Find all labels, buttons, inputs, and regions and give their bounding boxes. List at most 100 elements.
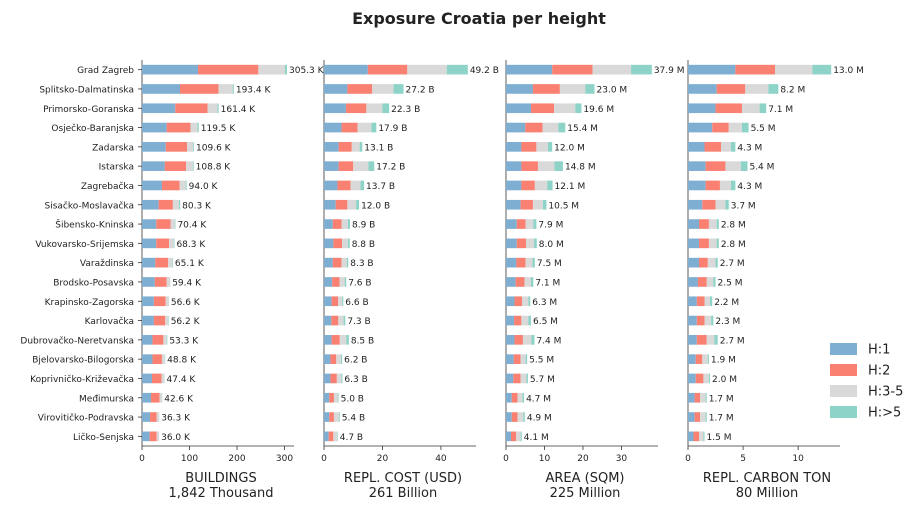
bar-segment — [520, 431, 522, 442]
bar-segment — [721, 142, 731, 152]
bar-segment — [351, 142, 360, 152]
bar-segment — [525, 122, 543, 133]
bar-segment — [525, 257, 533, 268]
bar-segment — [716, 219, 719, 229]
x-tick-label: 10 — [539, 454, 551, 464]
bar-segment — [528, 315, 532, 326]
bar-segment — [324, 315, 332, 326]
bar-segment — [347, 199, 357, 210]
bar-segment — [735, 64, 776, 75]
bar-total-label: 56.6 K — [171, 298, 201, 308]
bar-segment — [339, 277, 345, 287]
panel-4: 13.0 M 8.2 M 7.1 M 5.5 M 4.3 M 5.4 M 4.3 M 3.7 … — [685, 60, 864, 501]
x-tick-label: 0 — [321, 454, 327, 464]
bar-segment — [179, 180, 186, 191]
x-tick-label: 0 — [139, 454, 145, 464]
bar-segment — [179, 199, 181, 210]
bar-segment — [514, 335, 523, 345]
bar-segment — [142, 122, 167, 133]
x-tick-label: 5 — [740, 454, 746, 464]
bar-segment — [710, 296, 713, 307]
bar-segment — [688, 335, 697, 345]
bar-segment — [152, 354, 162, 364]
bar-total-label: 15.4 M — [567, 124, 598, 134]
category-label: Istarska — [99, 163, 134, 173]
bar-segment — [324, 354, 331, 364]
bar-segment — [324, 180, 338, 191]
bar-total-label: 4.7 B — [340, 433, 363, 443]
panel-1: 305.3 K 193.4 K 161.4 K 119.5 K 109.6 K 108.8… — [139, 60, 325, 501]
x-tick-label: 20 — [377, 454, 389, 464]
bar-total-label: 8.0 M — [539, 240, 564, 250]
bar-segment — [575, 103, 582, 114]
bar-segment — [728, 122, 742, 133]
bar-segment — [357, 122, 372, 133]
bar-segment — [725, 199, 729, 210]
bar-total-label: 7.1 M — [768, 105, 793, 115]
bar-segment — [705, 161, 726, 171]
bar-segment — [338, 315, 344, 326]
bar-segment — [585, 84, 595, 94]
category-label: Dubrovačko-Neretvanska — [20, 335, 134, 346]
bar-total-label: 4.7 M — [526, 394, 551, 404]
bar-segment — [324, 277, 333, 287]
bar-segment — [688, 412, 695, 422]
bar-segment — [522, 392, 525, 403]
bar-total-label: 12.0 B — [361, 201, 390, 211]
x-tick-label: 300 — [276, 454, 293, 464]
bar-segment — [324, 84, 348, 94]
bar-segment — [372, 84, 394, 94]
bar-segment — [159, 392, 162, 403]
bar-segment — [517, 412, 524, 422]
bar-segment — [528, 296, 531, 307]
bar-total-label: 5.4 M — [749, 163, 774, 173]
bar-segment — [142, 64, 199, 75]
bar-total-label: 48.8 K — [167, 356, 197, 366]
bar-segment — [335, 199, 348, 210]
x-tick-label: 10 — [792, 454, 804, 464]
category-label: Splitsko-Dalmatinska — [39, 85, 134, 95]
bar-segment — [186, 161, 193, 171]
bar-segment — [525, 219, 534, 229]
bar-segment — [506, 122, 526, 133]
bar-segment — [715, 103, 742, 114]
bar-segment — [350, 180, 361, 191]
bar-segment — [168, 315, 169, 326]
bar-total-label: 108.8 K — [196, 163, 232, 173]
bar-segment — [707, 354, 709, 364]
bar-segment — [688, 64, 736, 75]
bar-segment — [688, 354, 696, 364]
legend-swatch — [830, 406, 857, 418]
bar-total-label: 8.9 B — [352, 221, 375, 231]
bar-segment — [338, 142, 352, 152]
bar-total-label: 49.2 B — [470, 66, 499, 76]
bar-segment — [341, 257, 347, 268]
bar-total-label: 65.1 K — [175, 259, 205, 269]
bar-segment — [514, 296, 523, 307]
bar-segment — [155, 257, 169, 268]
bar-total-label: 305.3 K — [289, 66, 325, 76]
bar-segment — [506, 296, 515, 307]
bar-total-label: 6.5 M — [533, 317, 558, 327]
bar-segment — [187, 142, 194, 152]
bar-segment — [164, 161, 187, 171]
bar-segment — [151, 373, 162, 384]
category-label: Ličko-Senjska — [73, 432, 134, 443]
bar-segment — [520, 199, 533, 210]
bar-segment — [170, 219, 175, 229]
bar-segment — [166, 122, 191, 133]
bar-segment — [688, 180, 706, 191]
bar-segment — [537, 161, 555, 171]
bar-segment — [165, 296, 169, 307]
bar-segment — [699, 219, 709, 229]
bar-total-label: 47.4 K — [167, 375, 197, 385]
category-label: Zagrebačka — [81, 181, 134, 192]
bar-segment — [506, 335, 515, 345]
bar-segment — [558, 122, 566, 133]
bar-segment — [702, 199, 716, 210]
bar-segment — [699, 238, 709, 249]
bar-total-label: 13.0 M — [833, 66, 864, 76]
bar-segment — [341, 122, 358, 133]
bar-segment — [324, 373, 331, 384]
bar-total-label: 1.5 M — [707, 433, 732, 443]
